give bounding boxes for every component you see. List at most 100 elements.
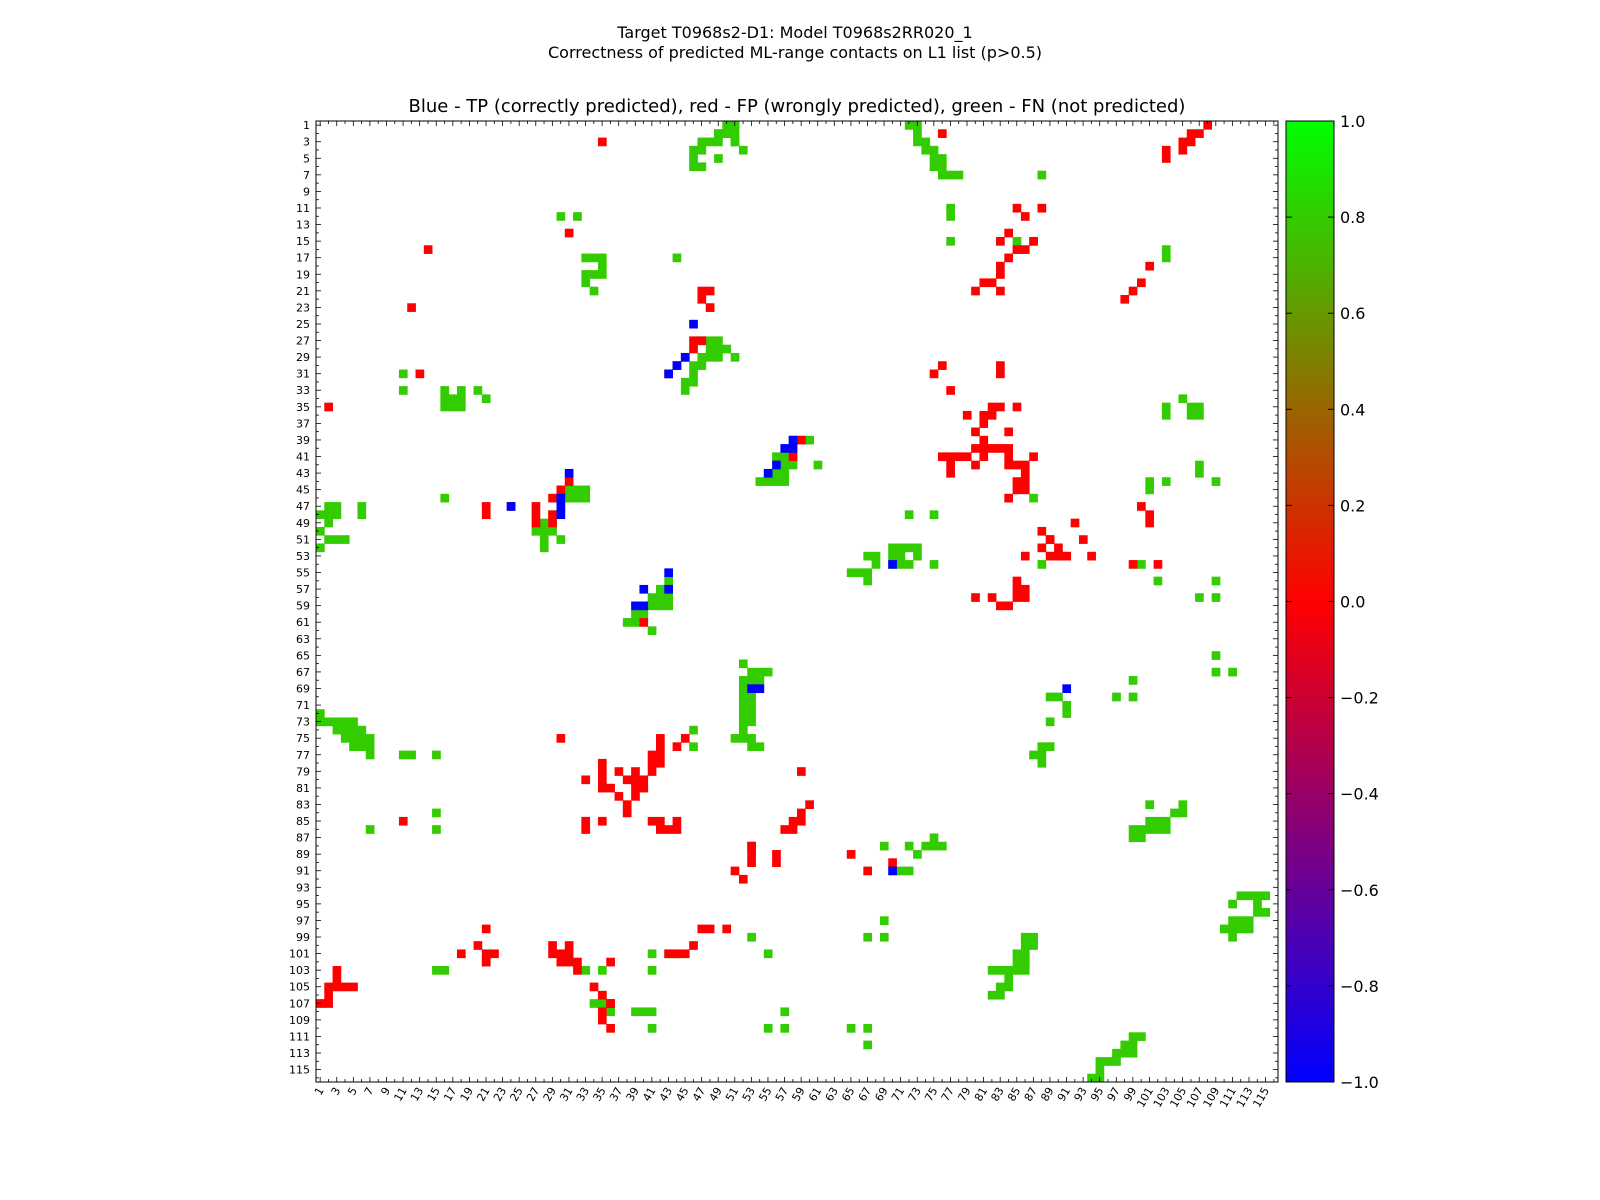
figure-title-line1: Target T0968s2-D1: Model T0968s2RR020_1 <box>616 23 972 43</box>
fp-cell <box>954 452 964 462</box>
fn-cell <box>581 485 591 495</box>
fp-cell <box>780 825 790 834</box>
fp-cell <box>531 518 541 528</box>
fn-cell <box>722 344 732 354</box>
x-tick-label: 21 <box>474 1085 492 1104</box>
fn-cell <box>340 725 350 735</box>
fn-cell <box>697 361 707 370</box>
y-tick-label: 23 <box>296 301 310 314</box>
x-tick-label: 95 <box>1088 1085 1106 1104</box>
fn-cell <box>316 709 325 718</box>
fp-cell <box>979 435 989 445</box>
fn-cell <box>1211 667 1221 677</box>
x-tick-label: 61 <box>806 1085 824 1104</box>
fn-cell <box>1012 966 1022 975</box>
x-tick-label: 35 <box>590 1085 608 1104</box>
x-tick-label: 65 <box>839 1085 857 1104</box>
fn-cell <box>929 833 939 843</box>
fp-cell <box>1020 584 1030 594</box>
tp-cell <box>664 369 673 379</box>
fn-cell <box>664 576 673 586</box>
fn-cell <box>556 535 566 544</box>
fp-cell <box>647 750 657 760</box>
fn-cell <box>622 618 632 627</box>
fn-cell <box>738 692 748 702</box>
fp-cell <box>979 444 989 453</box>
fn-cell <box>432 966 441 975</box>
tp-cell <box>747 684 756 694</box>
y-tick-label: 3 <box>303 136 310 149</box>
fp-cell <box>332 974 342 983</box>
fn-cell <box>913 137 922 147</box>
fn-cell <box>1037 750 1047 760</box>
fp-cell <box>614 767 624 776</box>
fn-cell <box>539 526 549 536</box>
x-tick-label: 67 <box>856 1085 874 1104</box>
fn-cell <box>1195 410 1204 420</box>
fp-cell <box>1195 129 1204 138</box>
fp-cell <box>996 601 1005 611</box>
fp-cell <box>1012 477 1022 486</box>
fp-cell <box>788 816 798 826</box>
fp-cell <box>987 593 997 602</box>
fp-cell <box>1045 535 1055 544</box>
y-tick-label: 73 <box>296 716 310 729</box>
fn-cell <box>581 253 591 263</box>
fn-cell <box>1029 941 1038 950</box>
fp-cell <box>747 858 756 867</box>
fp-cell <box>1012 203 1022 213</box>
fp-cell <box>797 808 806 818</box>
fp-cell <box>606 999 615 1008</box>
y-tick-label: 57 <box>296 583 310 596</box>
fn-cell <box>705 352 715 362</box>
fp-cell <box>929 369 939 379</box>
fn-cell <box>747 667 756 677</box>
fn-cell <box>539 543 549 553</box>
fn-cell <box>1145 800 1154 810</box>
fn-cell <box>340 535 350 544</box>
fn-cell <box>440 966 450 975</box>
fn-cell <box>357 502 367 511</box>
x-tick-label: 107 <box>1184 1085 1206 1110</box>
x-tick-label: 73 <box>906 1085 924 1104</box>
fn-cell <box>589 999 599 1008</box>
fp-cell <box>531 510 541 520</box>
fn-cell <box>1161 245 1171 254</box>
x-tick-label: 37 <box>607 1085 625 1104</box>
y-tick-label: 51 <box>296 533 310 546</box>
fn-cell <box>589 270 599 279</box>
fn-cell <box>929 510 939 520</box>
fn-cell <box>1004 974 1014 983</box>
fp-cell <box>606 1024 615 1033</box>
fn-cell <box>689 361 698 370</box>
tp-cell <box>763 468 773 478</box>
fp-cell <box>1029 236 1038 246</box>
fn-cell <box>1178 808 1188 818</box>
fn-cell <box>647 626 657 636</box>
fn-cell <box>705 344 715 354</box>
fp-cell <box>324 402 333 412</box>
fn-cell <box>747 700 756 710</box>
fp-cell <box>1203 121 1213 130</box>
fp-cell <box>614 792 624 801</box>
fp-cell <box>738 874 748 884</box>
fn-cell <box>1228 932 1237 942</box>
fn-cell <box>1020 949 1030 959</box>
fp-cell <box>987 410 997 420</box>
fn-cell <box>432 825 441 834</box>
fp-cell <box>730 866 740 876</box>
colorbar <box>1285 120 1335 1083</box>
fn-cell <box>863 576 873 586</box>
fp-cell <box>1020 245 1030 254</box>
fn-cell <box>349 725 358 735</box>
fp-cell <box>1037 543 1047 553</box>
y-tick-label: 99 <box>296 931 310 944</box>
fn-cell <box>946 236 955 246</box>
x-tick-label: 13 <box>408 1085 426 1104</box>
fn-cell <box>1228 667 1237 677</box>
fn-cell <box>879 841 889 851</box>
fn-cell <box>647 1024 657 1033</box>
fn-cell <box>689 162 698 172</box>
fn-cell <box>879 916 889 925</box>
fp-cell <box>656 742 665 752</box>
